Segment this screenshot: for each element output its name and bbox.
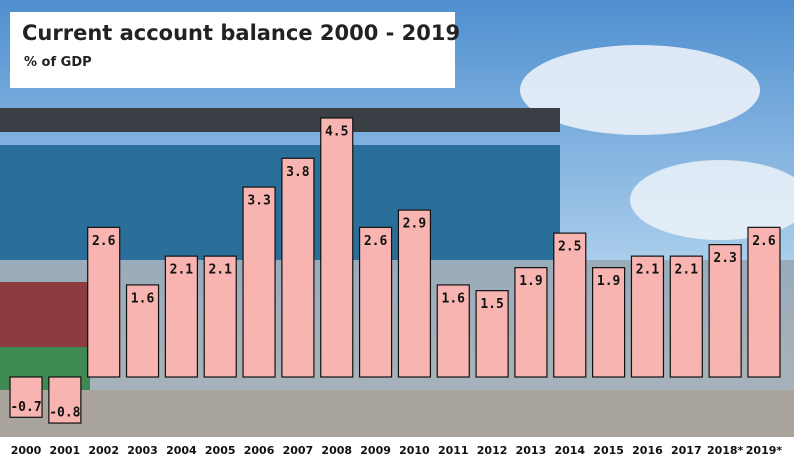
bar xyxy=(88,227,120,377)
value-label: 2.9 xyxy=(403,217,426,232)
x-tick-label: 2006 xyxy=(244,444,275,457)
chart: Current account balance 2000 - 2019 % of… xyxy=(0,0,794,467)
value-label: 2.6 xyxy=(752,234,776,249)
x-tick-label: 2017 xyxy=(671,444,702,457)
bar xyxy=(360,227,392,377)
value-label: 4.5 xyxy=(325,125,348,140)
value-label: 2.3 xyxy=(713,251,736,266)
bar xyxy=(321,118,353,377)
crane-beam xyxy=(0,108,560,132)
bar xyxy=(282,158,314,377)
bar xyxy=(554,233,586,377)
x-tick-label: 2001 xyxy=(50,444,81,457)
x-tick-label: 2003 xyxy=(127,444,158,457)
x-tick-label: 2009 xyxy=(360,444,391,457)
x-tick-label: 2005 xyxy=(205,444,236,457)
container xyxy=(0,282,90,347)
value-label: 2.1 xyxy=(170,263,194,278)
ground xyxy=(0,390,794,440)
x-tick-label: 2004 xyxy=(166,444,197,457)
bar xyxy=(243,187,275,377)
value-label: -0.8 xyxy=(49,406,80,421)
x-tick-label: 2002 xyxy=(88,444,119,457)
x-tick-label: 2010 xyxy=(399,444,430,457)
value-label: 2.6 xyxy=(92,234,116,249)
container xyxy=(0,145,560,260)
x-tick-label: 2007 xyxy=(283,444,314,457)
x-tick-label: 2000 xyxy=(11,444,42,457)
bar xyxy=(398,210,430,377)
value-label: 1.6 xyxy=(442,291,466,306)
x-tick-label: 2013 xyxy=(516,444,547,457)
value-label: 1.5 xyxy=(480,297,503,312)
x-tick-label: 2019* xyxy=(746,444,783,457)
value-label: 2.1 xyxy=(636,263,660,278)
value-label: -0.7 xyxy=(10,400,41,415)
value-label: 2.1 xyxy=(208,263,232,278)
value-label: 3.8 xyxy=(286,165,310,180)
chart-subtitle: % of GDP xyxy=(24,55,92,70)
x-tick-label: 2016 xyxy=(632,444,663,457)
x-tick-label: 2018* xyxy=(707,444,744,457)
value-label: 2.1 xyxy=(675,263,699,278)
x-tick-label: 2012 xyxy=(477,444,508,457)
x-tick-label: 2011 xyxy=(438,444,469,457)
value-label: 1.9 xyxy=(597,274,620,289)
value-label: 2.6 xyxy=(364,234,388,249)
x-tick-label: 2015 xyxy=(593,444,624,457)
value-label: 2.5 xyxy=(558,240,581,255)
x-tick-label: 2014 xyxy=(554,444,585,457)
x-tick-label: 2008 xyxy=(321,444,352,457)
chart-title: Current account balance 2000 - 2019 xyxy=(22,21,460,45)
value-label: 1.9 xyxy=(519,274,542,289)
value-label: 1.6 xyxy=(131,291,155,306)
value-label: 3.3 xyxy=(247,194,270,209)
bar xyxy=(748,227,780,377)
